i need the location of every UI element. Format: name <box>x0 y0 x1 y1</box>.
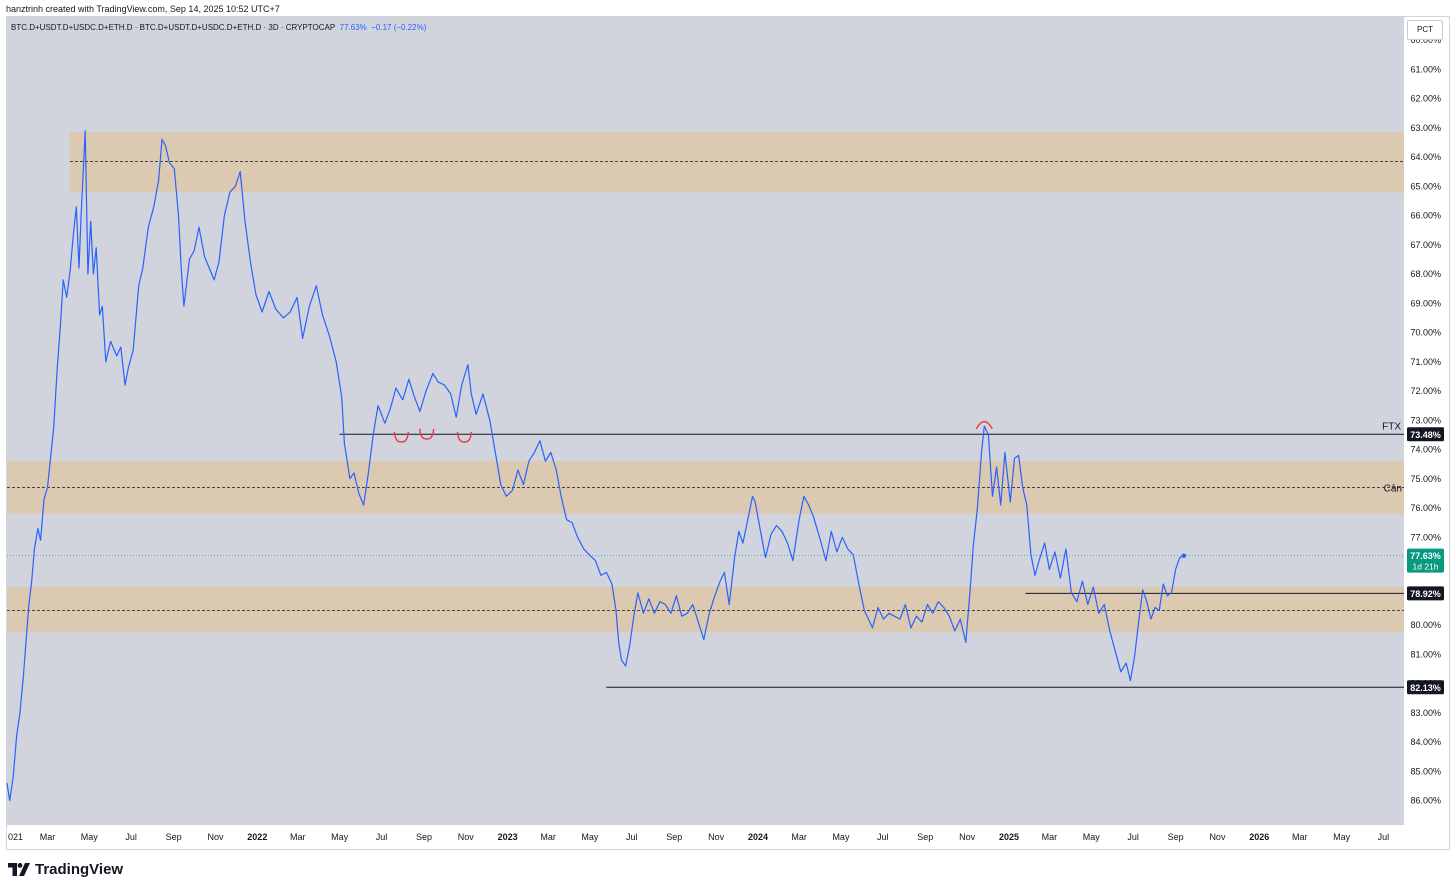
x-tick-2: May <box>81 832 99 842</box>
horizontal-lines-layer: FTX <box>339 421 1404 688</box>
zone-label-0: Cản <box>1384 484 1402 495</box>
x-tick-28: Sep <box>1168 832 1184 842</box>
y-tick-25: 85.00% <box>1410 766 1441 776</box>
x-tick-21: Jul <box>877 832 889 842</box>
y-tick-3: 63.00% <box>1410 123 1441 133</box>
horizontal-line-label-0: FTX <box>1382 421 1401 432</box>
zones-layer: Cản <box>7 132 1404 633</box>
pct-scale-button[interactable]: PCT <box>1407 20 1443 40</box>
x-tick-14: May <box>581 832 599 842</box>
x-tick-6: 2022 <box>247 832 267 842</box>
x-tick-4: Sep <box>166 832 182 842</box>
x-tick-8: May <box>331 832 349 842</box>
marker-cap-3 <box>975 420 993 430</box>
y-tick-21: 81.00% <box>1410 649 1441 659</box>
y-tick-5: 65.00% <box>1410 181 1441 191</box>
dominance-series-line <box>6 130 1185 802</box>
author-line: hanztrinh created with TradingView.com, … <box>6 4 280 14</box>
x-tick-17: Nov <box>708 832 725 842</box>
price-label-bg-1 <box>1407 586 1444 601</box>
y-tick-2: 62.00% <box>1410 94 1441 104</box>
logo-text: TradingView <box>35 860 124 878</box>
y-tick-12: 72.00% <box>1410 386 1441 396</box>
y-tick-23: 83.00% <box>1410 708 1441 718</box>
price-label-bg-2 <box>1407 680 1444 695</box>
marker-cup-0 <box>393 431 410 443</box>
price-label-0: 73.48% <box>1410 430 1441 440</box>
x-tick-29: Nov <box>1209 832 1226 842</box>
symbol-name[interactable]: BTC.D+USDT.D+USDC.D+ETH.D · BTC.D+USDT.D… <box>11 23 336 32</box>
last-price-countdown: 1d 21h <box>1413 562 1439 572</box>
y-tick-0: 60.00% <box>1410 35 1441 45</box>
x-tick-20: May <box>832 832 850 842</box>
y-tick-15: 75.00% <box>1410 474 1441 484</box>
tradingview-logo[interactable]: TradingView <box>8 858 123 880</box>
y-tick-4: 64.00% <box>1410 152 1441 162</box>
y-tick-11: 71.00% <box>1410 357 1441 367</box>
x-tick-12: 2023 <box>498 832 518 842</box>
change-value: −0.17 (−0.22%) <box>371 23 427 32</box>
x-tick-24: 2025 <box>999 832 1019 842</box>
x-tick-31: Mar <box>1292 832 1308 842</box>
chart-frame <box>6 16 1450 850</box>
x-tick-19: Mar <box>791 832 807 842</box>
x-tick-13: Mar <box>540 832 556 842</box>
x-tick-30: 2026 <box>1249 832 1269 842</box>
last-price-label: 77.63% <box>1410 551 1441 561</box>
price-label-2: 82.13% <box>1410 683 1441 693</box>
x-tick-16: Sep <box>666 832 682 842</box>
y-tick-20: 80.00% <box>1410 620 1441 630</box>
price-labels-layer: 73.48% 78.92% 82.13% 77.63%1d 21h <box>1407 427 1444 695</box>
x-tick-33: Jul <box>1378 832 1390 842</box>
x-tick-26: May <box>1083 832 1101 842</box>
tradingview-logo-icon <box>8 862 30 876</box>
price-label-bg-0 <box>1407 427 1444 442</box>
price-label-1: 78.92% <box>1410 589 1441 599</box>
y-tick-10: 70.00% <box>1410 328 1441 338</box>
last-point-dot <box>1181 553 1187 558</box>
marker-cup-2 <box>456 431 473 443</box>
symbol-legend[interactable]: BTC.D+USDT.D+USDC.D+ETH.D · BTC.D+USDT.D… <box>11 23 426 32</box>
time-axis[interactable]: 021 Mar May Jul Sep Nov 2022 Mar May Jul Sep Nov 202… <box>8 832 1389 842</box>
x-tick-5: Nov <box>207 832 224 842</box>
last-price-label-bg <box>1407 548 1444 573</box>
x-tick-22: Sep <box>917 832 933 842</box>
last-value: 77.63% <box>339 23 367 32</box>
x-tick-27: Jul <box>1127 832 1139 842</box>
y-tick-16: 76.00% <box>1410 503 1441 513</box>
markers-layer <box>393 420 993 443</box>
y-tick-17: 77.00% <box>1410 532 1441 542</box>
y-tick-24: 84.00% <box>1410 737 1441 747</box>
y-tick-9: 69.00% <box>1410 298 1441 308</box>
marker-cup-1 <box>419 428 435 440</box>
x-tick-7: Mar <box>290 832 306 842</box>
x-tick-3: Jul <box>125 832 137 842</box>
x-tick-1: Mar <box>40 832 56 842</box>
x-tick-15: Jul <box>626 832 638 842</box>
y-tick-7: 67.00% <box>1410 240 1441 250</box>
zone-2 <box>7 586 1404 633</box>
x-tick-32: May <box>1333 832 1351 842</box>
y-tick-14: 74.00% <box>1410 445 1441 455</box>
x-tick-9: Jul <box>376 832 388 842</box>
x-tick-25: Mar <box>1042 832 1058 842</box>
y-tick-13: 73.00% <box>1410 415 1441 425</box>
y-tick-26: 86.00% <box>1410 796 1441 806</box>
y-tick-1: 61.00% <box>1410 64 1441 74</box>
x-tick-23: Nov <box>959 832 976 842</box>
x-tick-11: Nov <box>458 832 475 842</box>
y-tick-8: 68.00% <box>1410 269 1441 279</box>
x-tick-0: 021 <box>8 832 23 842</box>
zone-0 <box>70 132 1404 193</box>
y-tick-6: 66.00% <box>1410 211 1441 221</box>
x-tick-10: Sep <box>416 832 432 842</box>
x-tick-18: 2024 <box>748 832 768 842</box>
